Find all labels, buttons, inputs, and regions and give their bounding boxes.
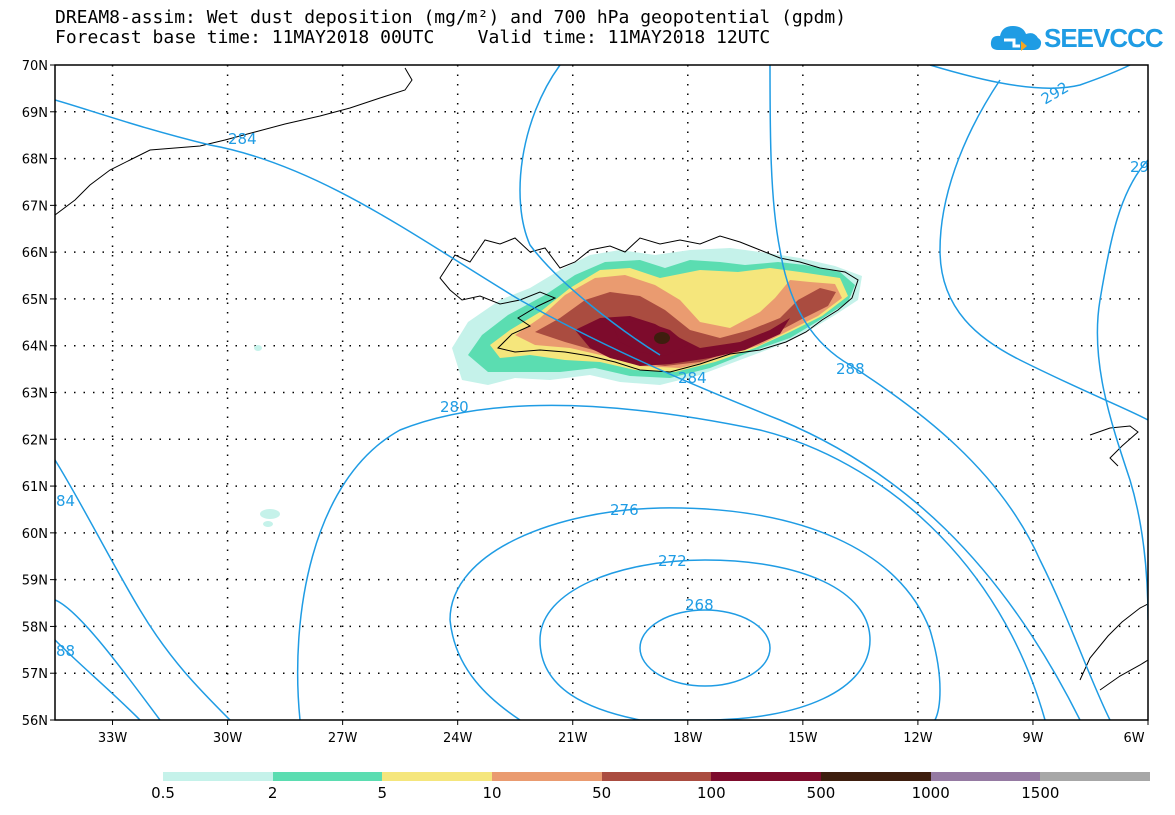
chart-title: DREAM8-assim: Wet dust deposition (mg/m²… [55,7,847,28]
contour-label-276: 276 [610,501,639,519]
lat-label: 68N [22,153,48,168]
legend-label: 1500 [1021,784,1060,802]
legend-swatch [1040,772,1151,781]
legend-label: 100 [697,784,726,802]
lat-label: 58N [22,620,48,635]
legend-swatch [163,772,274,781]
lon-label: 12W [903,731,933,746]
lat-label: 60N [22,527,48,542]
chart-subtitle: Forecast base time: 11MAY2018 00UTC Vali… [55,27,771,48]
legend-swatch [711,772,822,781]
lat-label: 62N [22,433,48,448]
legend-swatch [272,772,383,781]
lon-label: 15W [788,731,818,746]
contour-label-292-east: 29 [1130,158,1149,176]
contour-label-284-iceland: 284 [678,369,707,387]
lat-label: 70N [22,59,48,74]
lat-label: 66N [22,246,48,261]
contour-label-268: 268 [685,596,714,614]
contour-label-280: 280 [440,398,469,416]
legend-swatch [382,772,493,781]
axis-labels: 70N 69N 68N 67N 66N 65N 64N 63N 62N 61N 60N 59N 58N 5… [22,59,1149,746]
legend-swatch [930,772,1041,781]
lon-label: 27W [328,731,358,746]
lat-label: 65N [22,293,48,308]
lat-label: 67N [22,199,48,214]
contour-label-284-north: 284 [228,130,257,148]
contour-label-288-east: 288 [836,360,865,378]
lon-label: 24W [443,731,473,746]
color-legend [163,772,1151,781]
legend-label: 50 [592,784,612,802]
legend-label: 500 [806,784,836,802]
map-area [55,65,1148,720]
legend-swatch [492,772,603,781]
legend-label: 5 [377,784,388,802]
geopotential-contours [55,65,1148,720]
contour-label-288-west: 88 [56,642,75,660]
legend-swatch [821,772,932,781]
lat-label: 64N [22,340,48,355]
legend-swatch [601,772,712,781]
lon-label: 6W [1123,731,1144,746]
cloud-icon [990,26,1042,51]
legend-label: 0.5 [151,784,175,802]
legend-label: 10 [482,784,502,802]
lat-label: 59N [22,574,48,589]
lon-label: 18W [673,731,703,746]
lon-label: 9W [1022,731,1043,746]
legend-label: 1000 [911,784,950,802]
lon-label: 33W [98,731,128,746]
seevccc-logo: SEEVCCC [990,20,1164,56]
lat-label: 61N [22,480,48,495]
lat-label: 63N [22,387,48,402]
logo-text: SEEVCCC [1044,23,1164,53]
contour-label-272: 272 [658,552,687,570]
lon-label: 30W [213,731,243,746]
legend-label: 2 [267,784,278,802]
contour-label-284-west: 84 [56,492,75,510]
coastlines [55,67,1148,691]
lat-label: 57N [22,667,48,682]
lat-label: 56N [22,714,48,729]
lat-label: 69N [22,106,48,121]
lon-label: 21W [558,731,588,746]
